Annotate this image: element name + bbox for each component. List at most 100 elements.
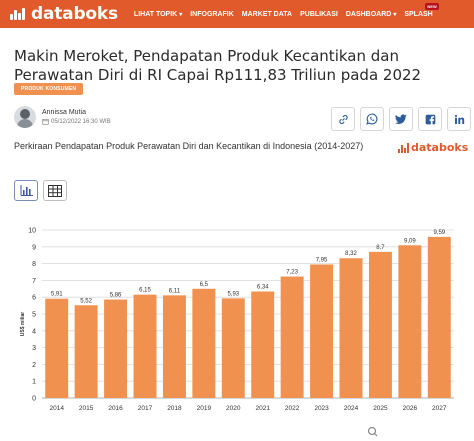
x-tick-label: 2015 bbox=[79, 405, 94, 412]
bar bbox=[427, 236, 451, 398]
bar bbox=[74, 305, 98, 398]
twitter-icon bbox=[395, 113, 407, 124]
bar bbox=[133, 294, 157, 398]
y-tick-label: 9 bbox=[32, 244, 36, 251]
whatsapp-icon bbox=[366, 113, 378, 125]
nav-item-dashboard[interactable]: DASHBOARD ▾ bbox=[342, 11, 401, 18]
bar-chart-svg: 0 1 2 3 4 5 6 7 8 9 10 US$ miliar 5,91 2014 5,52 2015 5,… bbox=[20, 228, 454, 412]
y-tick-label: 2 bbox=[32, 362, 36, 369]
data-label: 5,91 bbox=[51, 292, 63, 298]
main-nav: LIHAT TOPIK ▾ INFOGRAFIK MARKET DATA PUBLIKA… bbox=[130, 2, 439, 18]
category-badge[interactable]: PRODUK KONSUMEN bbox=[14, 83, 84, 95]
data-label: 6,5 bbox=[200, 282, 209, 288]
publish-date: 05/12/2022 16:30 WIB bbox=[42, 118, 111, 125]
data-label: 7,95 bbox=[316, 257, 328, 263]
chevron-down-icon: ▾ bbox=[393, 11, 397, 18]
nav-item-label: LIHAT TOPIK bbox=[133, 10, 178, 18]
x-tick-label: 2019 bbox=[197, 405, 212, 412]
y-tick-label: 6 bbox=[32, 295, 36, 302]
y-tick-label: 8 bbox=[32, 261, 36, 268]
calendar-icon bbox=[42, 119, 49, 125]
share-twitter-button[interactable] bbox=[389, 107, 413, 131]
new-badge: NEW bbox=[425, 2, 439, 10]
x-tick-label: 2020 bbox=[226, 405, 241, 412]
x-tick-label: 2022 bbox=[285, 405, 300, 412]
bar bbox=[398, 245, 422, 398]
y-tick-label: 3 bbox=[32, 345, 36, 352]
author-block: Annissa Mutia 05/12/2022 16:30 WIB bbox=[14, 106, 111, 128]
chart-title: Perkiraan Pendapatan Produk Perawatan Di… bbox=[14, 141, 364, 151]
x-tick-label: 2018 bbox=[167, 405, 182, 412]
chevron-down-icon: ▾ bbox=[179, 11, 183, 18]
link-icon bbox=[338, 114, 348, 124]
data-label: 6,15 bbox=[139, 288, 151, 294]
y-tick-label: 7 bbox=[32, 278, 36, 285]
nav-item-label: PUBLIKASI bbox=[300, 10, 338, 18]
data-label: 6,11 bbox=[169, 288, 181, 294]
nav-item-publikasi[interactable]: PUBLIKASI bbox=[296, 11, 342, 18]
bar bbox=[221, 298, 245, 398]
y-tick-label: 5 bbox=[32, 312, 36, 319]
databoks-watermark: databoks bbox=[398, 141, 468, 154]
share-facebook-button[interactable] bbox=[418, 107, 442, 131]
data-label: 5,52 bbox=[80, 298, 92, 304]
nav-item-lihat-topik[interactable]: LIHAT TOPIK ▾ bbox=[130, 11, 186, 18]
data-label: 9,09 bbox=[404, 238, 416, 244]
nav-item-splash[interactable]: SPLASH NEW bbox=[400, 2, 439, 18]
x-tick-label: 2014 bbox=[49, 405, 64, 412]
share-buttons bbox=[331, 107, 471, 131]
y-tick-label: 10 bbox=[28, 228, 36, 235]
author-name[interactable]: Annissa Mutia bbox=[42, 109, 86, 116]
x-tick-label: 2016 bbox=[108, 405, 123, 412]
bar bbox=[104, 299, 128, 398]
databoks-logo[interactable]: databoks bbox=[10, 4, 118, 24]
chart-view-button[interactable] bbox=[14, 180, 38, 201]
share-linkedin-button[interactable] bbox=[447, 107, 471, 131]
data-label: 9,59 bbox=[433, 230, 445, 236]
facebook-icon bbox=[425, 114, 435, 125]
bar bbox=[339, 258, 363, 398]
share-link-button[interactable] bbox=[331, 107, 355, 131]
share-whatsapp-button[interactable] bbox=[360, 107, 384, 131]
x-tick-label: 2027 bbox=[432, 405, 447, 412]
nav-item-infografik[interactable]: INFOGRAFIK bbox=[186, 11, 238, 18]
logo-text: databoks bbox=[31, 4, 118, 24]
nav-item-label: SPLASH bbox=[404, 10, 433, 18]
table-icon bbox=[48, 184, 62, 197]
author-avatar bbox=[14, 106, 36, 128]
bar bbox=[251, 291, 275, 398]
search-icon[interactable] bbox=[366, 426, 386, 438]
bar-chart: 0 1 2 3 4 5 6 7 8 9 10 US$ miliar 5,91 2014 5,52 2015 5,… bbox=[14, 222, 460, 441]
watermark-text: databoks bbox=[411, 141, 469, 154]
y-tick-label: 4 bbox=[32, 328, 36, 335]
data-label: 6,34 bbox=[257, 284, 269, 290]
bar bbox=[368, 251, 392, 398]
logo-bars-icon bbox=[10, 6, 26, 22]
data-label: 8,7 bbox=[376, 245, 385, 251]
data-label: 8,32 bbox=[345, 251, 357, 257]
bar bbox=[280, 276, 304, 398]
view-toggle bbox=[14, 180, 67, 201]
top-navigation-bar: databoks LIHAT TOPIK ▾ INFOGRAFIK MARKET DA… bbox=[0, 0, 474, 28]
x-tick-label: 2026 bbox=[403, 405, 418, 412]
article-title: Makin Meroket, Pendapatan Produk Kecanti… bbox=[14, 47, 422, 85]
bar bbox=[45, 298, 69, 398]
x-tick-label: 2021 bbox=[255, 405, 270, 412]
nav-item-label: MARKET DATA bbox=[241, 10, 293, 18]
nav-item-label: DASHBOARD bbox=[345, 10, 392, 18]
y-axis-label: US$ miliar bbox=[20, 312, 26, 337]
x-tick-label: 2024 bbox=[344, 405, 359, 412]
bar bbox=[192, 288, 216, 398]
x-tick-label: 2025 bbox=[373, 405, 388, 412]
watermark-logo-icon bbox=[398, 142, 409, 153]
x-tick-label: 2023 bbox=[314, 405, 329, 412]
nav-item-market-data[interactable]: MARKET DATA bbox=[238, 11, 296, 18]
data-label: 7,23 bbox=[286, 270, 298, 276]
nav-item-label: INFOGRAFIK bbox=[190, 10, 234, 18]
bar bbox=[162, 295, 186, 398]
data-label: 5,86 bbox=[110, 293, 122, 299]
publish-date-text: 05/12/2022 16:30 WIB bbox=[51, 118, 111, 125]
data-label: 5,93 bbox=[227, 291, 239, 297]
y-tick-label: 1 bbox=[32, 379, 36, 386]
table-view-button[interactable] bbox=[43, 180, 67, 201]
